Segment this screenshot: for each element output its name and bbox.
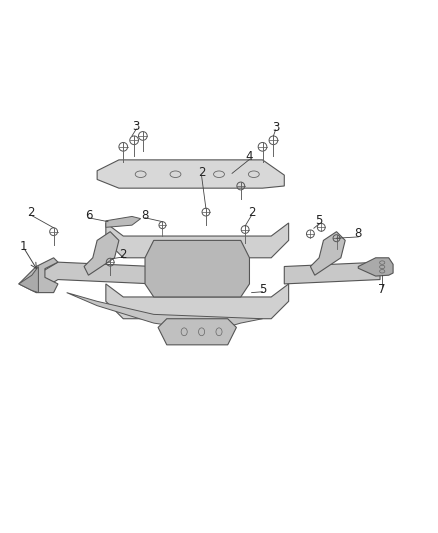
Text: 2: 2 <box>27 206 35 219</box>
Polygon shape <box>36 262 154 293</box>
Text: 5: 5 <box>259 282 266 296</box>
Polygon shape <box>106 223 289 258</box>
Text: 2: 2 <box>198 166 205 180</box>
Text: 2: 2 <box>248 206 255 219</box>
Polygon shape <box>358 258 393 276</box>
Polygon shape <box>311 232 345 275</box>
Polygon shape <box>106 216 141 228</box>
Polygon shape <box>97 160 284 188</box>
Text: 8: 8 <box>355 228 362 240</box>
Polygon shape <box>106 284 289 319</box>
Text: 1: 1 <box>19 240 27 253</box>
Text: 3: 3 <box>133 120 140 133</box>
Text: 5: 5 <box>315 214 323 227</box>
Polygon shape <box>67 293 262 332</box>
Text: 8: 8 <box>141 208 148 222</box>
Text: 3: 3 <box>272 121 279 134</box>
Polygon shape <box>84 232 119 275</box>
Polygon shape <box>145 240 250 297</box>
Text: 4: 4 <box>246 150 253 163</box>
Polygon shape <box>158 319 237 345</box>
Polygon shape <box>19 266 39 293</box>
Polygon shape <box>19 258 58 293</box>
Text: 6: 6 <box>85 208 92 222</box>
Text: 2: 2 <box>120 248 127 261</box>
Text: 7: 7 <box>378 282 386 296</box>
Polygon shape <box>284 262 380 284</box>
